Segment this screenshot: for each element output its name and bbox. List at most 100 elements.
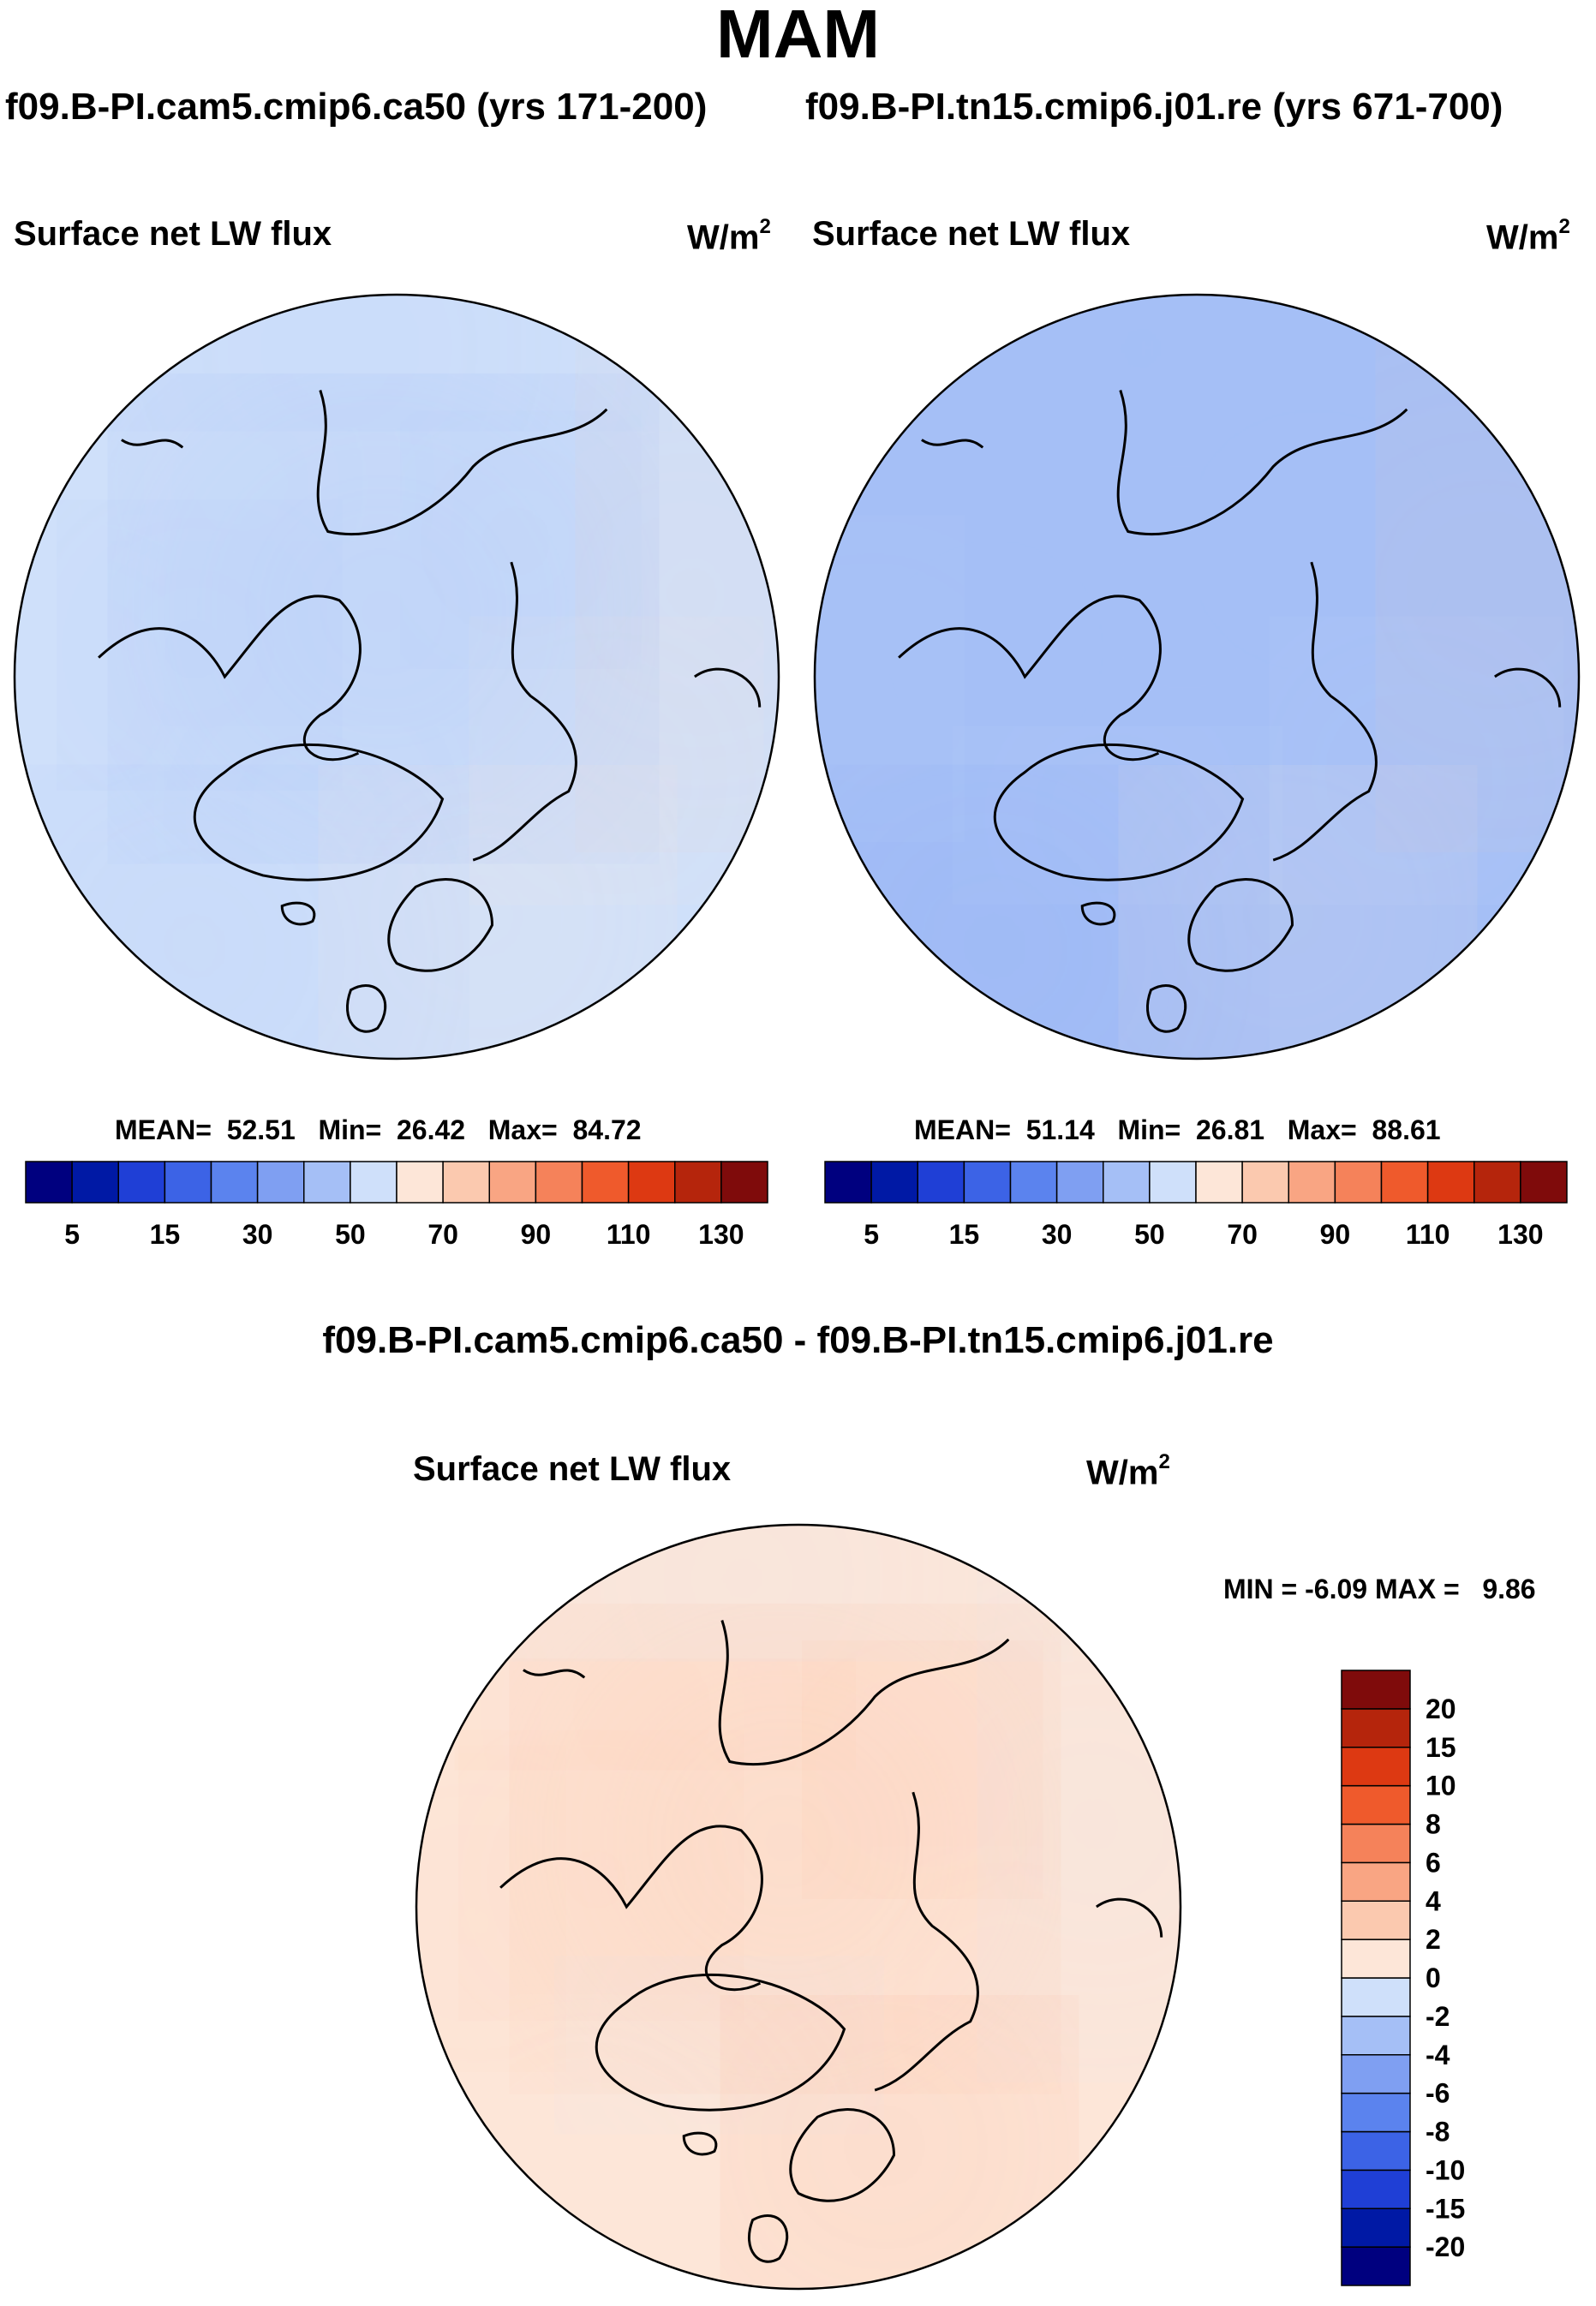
coastline-1-4 (387, 878, 494, 972)
coastline-1-3 (472, 561, 577, 862)
colorbar-3-box-15 (1341, 1670, 1411, 1710)
colorbar-2-box-14 (1473, 1161, 1521, 1204)
map-panel-2 (813, 293, 1581, 1060)
region-bering-sea-3 (511, 1674, 798, 1754)
colorbar-3-box-12 (1341, 1784, 1411, 1825)
colorbar-3-box-4 (1341, 2092, 1411, 2133)
colorbar-1-box-5 (256, 1161, 305, 1204)
colorbar-1-box-15 (720, 1161, 768, 1204)
colorbar-2-box-2 (917, 1161, 965, 1204)
colorbar-3-tick-2: 2 (1426, 1924, 1441, 1955)
panel1-stats: MEAN= 52.51 Min= 26.42 Max= 84.72 (115, 1114, 642, 1145)
map-panel-1 (13, 293, 780, 1060)
panel3-units: W/m2 (1086, 1450, 1170, 1492)
coastline-3-5 (682, 2131, 718, 2156)
colorbar-1-box-2 (117, 1161, 166, 1204)
region-siberia-west-1 (511, 657, 722, 864)
colorbar-1-box-8 (396, 1161, 444, 1204)
colorbar-1-box-13 (627, 1161, 676, 1204)
coastline-3-7 (1096, 1897, 1163, 1938)
colorbar-2-box-15 (1520, 1161, 1568, 1204)
colorbar-1-box-11 (535, 1161, 583, 1204)
region-siberia-east-1 (434, 447, 607, 632)
panel2-stats: MEAN= 51.14 Min= 26.81 Max= 88.61 (914, 1114, 1441, 1145)
region-north-pacific-2 (967, 301, 1388, 409)
region-europe-1 (369, 806, 626, 1016)
map-border-3 (415, 1523, 1182, 2291)
panel1-units: W/m2 (687, 215, 771, 257)
region-siberia-east-2 (1234, 447, 1408, 632)
colorbar-2-tick-15: 15 (949, 1219, 980, 1250)
coastline-2-8 (921, 439, 984, 449)
coastline-3-4 (789, 2108, 896, 2202)
region-europe-2 (1169, 806, 1426, 1016)
coastline-1-2 (316, 390, 608, 536)
colorbar-1-box-6 (303, 1161, 351, 1204)
run-right-subtitle: f09.B-PI.tn15.cmip6.j01.re (yrs 671-700) (805, 86, 1503, 128)
colorbar-2-box-1 (870, 1161, 918, 1204)
colorbar-1-box-10 (488, 1161, 537, 1204)
region-east-asia-2 (1407, 390, 1563, 775)
colorbar-1-box-12 (581, 1161, 630, 1204)
coastline-2-5 (1080, 901, 1116, 926)
colorbar-1-box-0 (25, 1161, 73, 1204)
panel2-units: W/m2 (1486, 215, 1570, 257)
region-bering-sea-2 (910, 444, 1197, 524)
colorbar-2-box-9 (1241, 1161, 1289, 1204)
region-north-america-3 (416, 1792, 541, 2026)
colorbar-1-box-3 (164, 1161, 212, 1204)
colorbar-1-box-4 (210, 1161, 259, 1204)
colorbar-1-box-14 (674, 1161, 722, 1204)
colorbar-3-box-10 (1341, 1861, 1411, 1902)
panel3-title: Surface net LW flux (413, 1450, 732, 1488)
colorbar-2-tick-130: 130 (1497, 1219, 1543, 1250)
colorbar-3-box-6 (1341, 2016, 1411, 2056)
colorbar-3-tick-4: 4 (1426, 1885, 1441, 1916)
colorbar-2: 5 15 30 50 70 90 110 130 (824, 1161, 1568, 1250)
coastline-2-2 (1116, 390, 1408, 536)
colorbar-3-box-13 (1341, 1747, 1411, 1787)
coastline-3-8 (523, 1669, 586, 1679)
colorbar-2-box-3 (963, 1161, 1012, 1204)
colorbar-3-tick-m10: -10 (1426, 2154, 1465, 2185)
coastline-3-6 (747, 2214, 789, 2263)
coastline-3-0 (499, 1825, 763, 1992)
colorbar-3-tick-m4: -4 (1426, 2040, 1450, 2070)
colorbar-2-tick-70: 70 (1227, 1219, 1258, 1250)
colorbar-3-tick-m8: -8 (1426, 2117, 1450, 2148)
coastline-2-0 (898, 594, 1162, 762)
colorbar-3-tick-10: 10 (1426, 1771, 1456, 1801)
colorbar-3-box-11 (1341, 1823, 1411, 1864)
region-bering-sea-1 (110, 444, 397, 524)
panel1-title: Surface net LW flux (14, 215, 332, 253)
coastline-2-4 (1187, 878, 1294, 972)
coastline-1-6 (345, 984, 387, 1033)
colorbar-1-tick-90: 90 (521, 1219, 552, 1250)
colorbar-3-tick-m20: -20 (1426, 2231, 1465, 2262)
colorbar-1-tick-130: 130 (698, 1219, 744, 1250)
coastline-2-1 (993, 743, 1245, 881)
region-europe-3 (771, 2036, 1028, 2246)
colorbar-2-box-6 (1103, 1161, 1151, 1204)
colorbar-2-box-0 (824, 1161, 872, 1204)
colorbar-3-tick-0: 0 (1426, 1962, 1441, 1993)
colorbar-3-box-5 (1341, 2054, 1411, 2094)
coastline-1-8 (121, 439, 184, 449)
colorbar-3-box-0 (1341, 2246, 1411, 2286)
region-north-america-2 (815, 562, 940, 796)
colorbar-1-tick-110: 110 (607, 1219, 651, 1250)
colorbar-3-tick-20: 20 (1426, 1694, 1456, 1724)
coastline-1-1 (193, 743, 445, 881)
coastline-2-6 (1145, 984, 1187, 1033)
coastline-2-3 (1272, 561, 1378, 862)
region-north-america-1 (15, 562, 140, 796)
coastline-2-7 (1494, 667, 1562, 708)
colorbar-1-tick-30: 30 (242, 1219, 273, 1250)
map-panel-3 (415, 1523, 1182, 2291)
map-border-1 (13, 293, 780, 1060)
region-greenland-2 (1000, 751, 1235, 879)
colorbar-1-tick-70: 70 (427, 1219, 458, 1250)
colorbar-3-box-14 (1341, 1708, 1411, 1748)
